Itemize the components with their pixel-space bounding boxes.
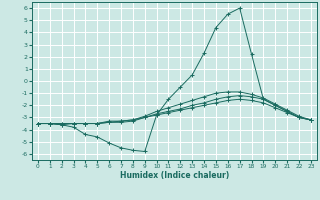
X-axis label: Humidex (Indice chaleur): Humidex (Indice chaleur) (120, 171, 229, 180)
